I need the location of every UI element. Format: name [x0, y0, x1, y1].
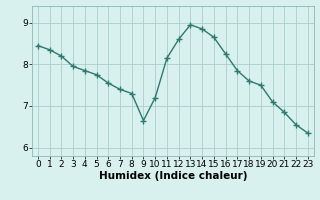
X-axis label: Humidex (Indice chaleur): Humidex (Indice chaleur): [99, 171, 247, 181]
